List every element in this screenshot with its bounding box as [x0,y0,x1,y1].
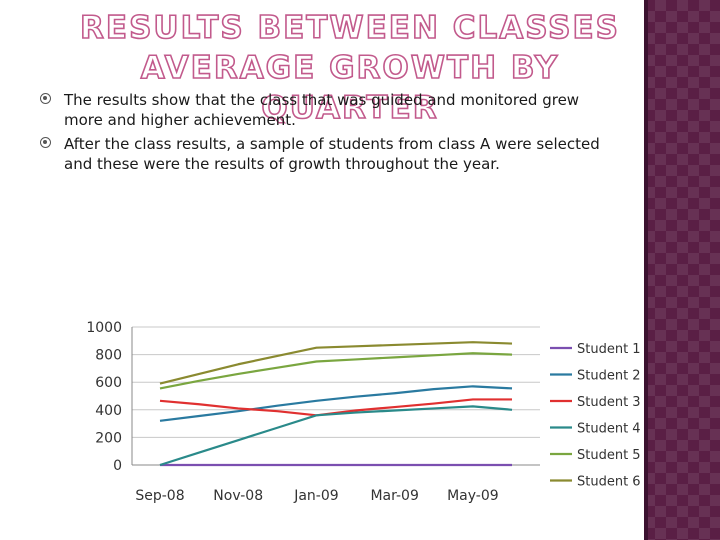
legend-label: Student 4 [577,422,641,437]
x-tick-label: Nov-08 [213,488,263,504]
x-tick-label: Mar-09 [370,488,418,504]
bullet-item: The results show that the class that was… [40,90,600,130]
title-line-1: RESULTS BETWEEN CLASSES [79,9,620,47]
bullet-text: After the class results, a sample of stu… [64,135,600,173]
x-tick-label: May-09 [447,488,499,504]
series-line-student-2 [159,385,513,422]
series-line-student-6 [159,341,513,385]
series-line-student-5 [159,352,513,390]
line-chart: 0 200 400 600 800 1000 Sep-08 Nov-08 Jan-09 Mar-0… [70,310,645,535]
x-tick-label: Sep-08 [135,488,184,504]
legend-label: Student 5 [577,448,641,463]
decorative-side-band [644,0,720,540]
line-chart-svg: 0 200 400 600 800 1000 Sep-08 Nov-08 Jan-09 Mar-0… [86,320,641,504]
legend-label: Student 2 [577,369,641,384]
title-line-2: AVERAGE GROWTH BY QUARTER [140,49,560,127]
legend-label: Student 6 [577,475,641,490]
bullet-text: The results show that the class that was… [64,91,580,129]
series-line-student-4 [159,405,513,467]
bullet-item: After the class results, a sample of stu… [40,134,600,174]
legend-label: Student 1 [577,342,641,357]
y-tick-label: 800 [95,348,122,364]
bullet-circle-icon [40,137,51,148]
y-tick-label: 400 [95,403,122,419]
bullet-circle-icon [40,93,51,104]
bullet-list: The results show that the class that was… [40,90,600,178]
y-tick-label: 200 [95,430,122,446]
y-tick-label: 0 [113,458,122,474]
x-tick-label: Jan-09 [293,488,338,504]
y-tick-label: 600 [95,375,122,391]
y-tick-label: 1000 [86,320,122,336]
legend-label: Student 3 [577,395,641,410]
slide-title: RESULTS BETWEEN CLASSES AVERAGE GROWTH B… [70,8,630,128]
